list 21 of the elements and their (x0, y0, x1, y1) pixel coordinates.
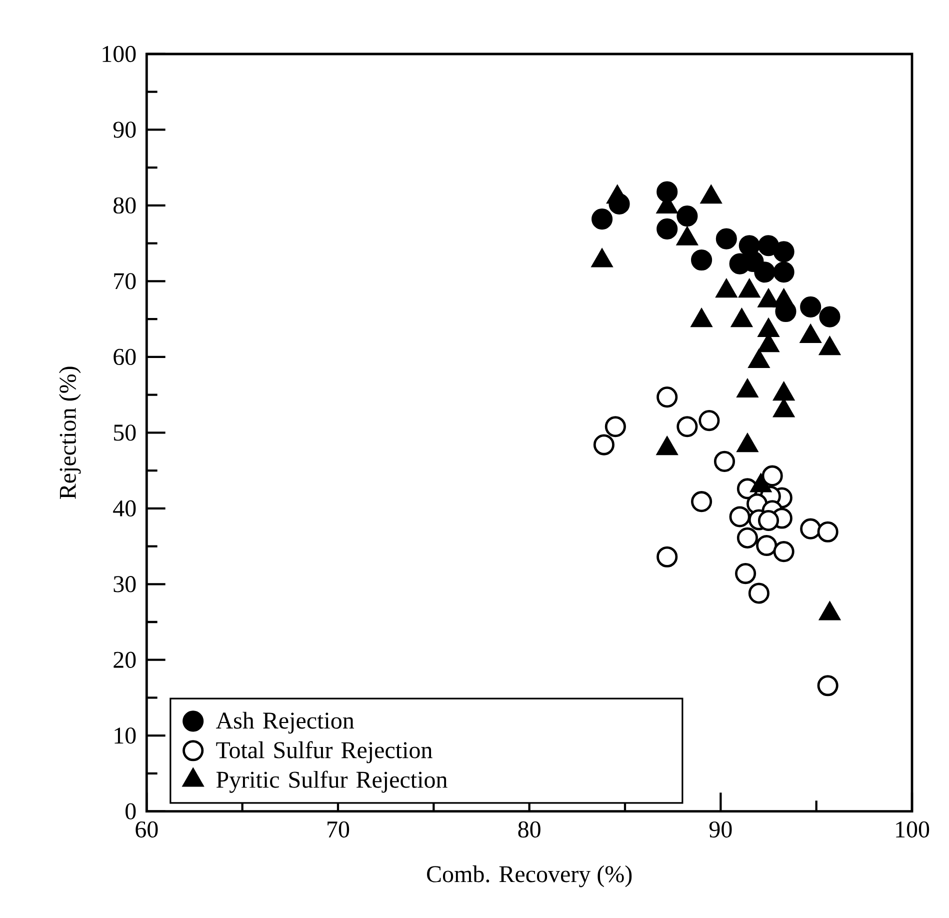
x-tick-label: 90 (709, 821, 732, 838)
y-tick-label: 20 (114, 652, 136, 668)
y-tick-label: 40 (113, 500, 136, 516)
legend-label: Ash Rejection (216, 712, 354, 734)
legend-label: Pyritic Sulfur Rejection (216, 770, 448, 793)
y-tick-label: 100 (102, 46, 136, 62)
x-tick-label: 60 (136, 821, 158, 838)
x-tick-label: 80 (518, 821, 540, 838)
y-tick-label: 10 (114, 728, 136, 744)
y-tick-label: 70 (114, 273, 136, 290)
x-tick-label: 70 (328, 821, 350, 838)
x-tick-label: 100 (896, 821, 930, 838)
y-tick-label: 30 (114, 576, 136, 592)
y-tick-label: 90 (113, 122, 136, 138)
legend-label: Total Sulfur Rejection (216, 741, 432, 764)
y-tick-label: 50 (114, 424, 136, 441)
y-tick-label: 80 (114, 197, 136, 214)
y-tick-label: 0 (126, 803, 136, 820)
y-tick-label: 60 (114, 348, 136, 366)
y-axis-title: Rejection (%) (59, 366, 81, 499)
x-axis-title: Comb. Recovery (%) (427, 865, 632, 888)
